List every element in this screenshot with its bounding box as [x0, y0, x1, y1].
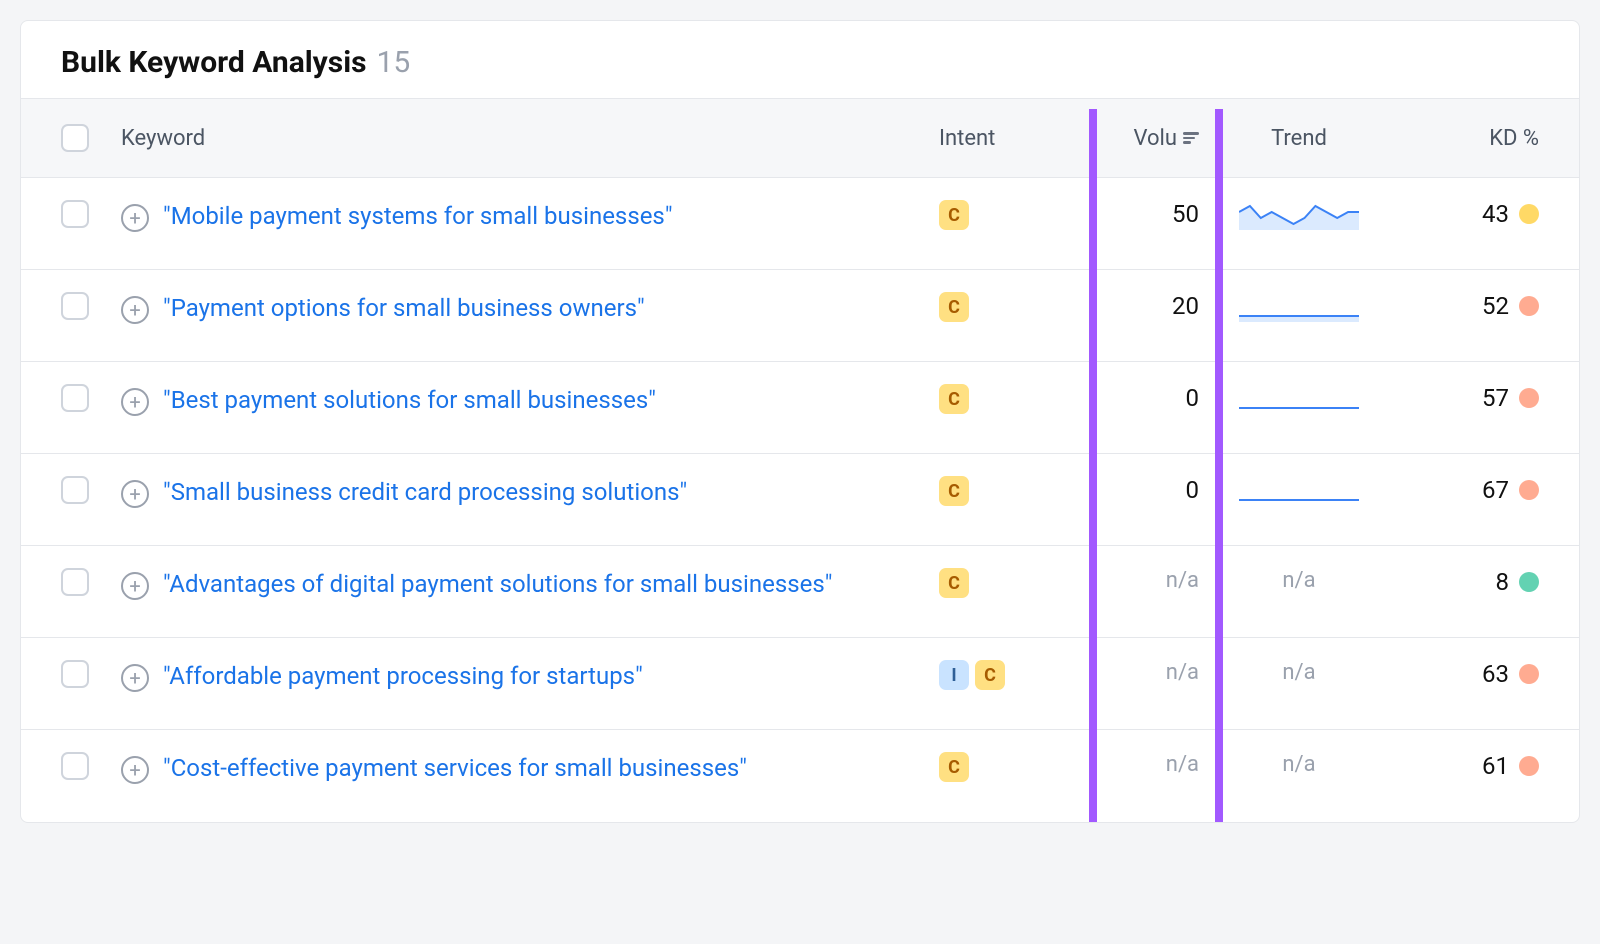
keyword-link[interactable]: "Mobile payment systems for small busine… — [163, 200, 673, 232]
table-header: Keyword Intent Volu Trend KD % — [21, 98, 1579, 178]
table-row: + "Mobile payment systems for small busin… — [21, 178, 1579, 270]
kd-difficulty-dot — [1519, 388, 1539, 408]
intent-badge-c: C — [939, 752, 969, 782]
select-all-checkbox[interactable] — [61, 124, 89, 152]
row-checkbox[interactable] — [61, 200, 89, 228]
expand-icon[interactable]: + — [121, 388, 149, 416]
expand-icon[interactable]: + — [121, 664, 149, 692]
kd-difficulty-dot — [1519, 664, 1539, 684]
trend-sparkline — [1239, 200, 1359, 236]
kd-difficulty-dot — [1519, 756, 1539, 776]
keyword-link[interactable]: "Advantages of digital payment solutions… — [163, 568, 832, 600]
kd-value: 57 — [1482, 384, 1509, 412]
expand-icon[interactable]: + — [121, 480, 149, 508]
expand-icon[interactable]: + — [121, 204, 149, 232]
volume-value: 20 — [1172, 292, 1199, 320]
expand-icon[interactable]: + — [121, 296, 149, 324]
trend-sparkline — [1239, 384, 1359, 420]
row-checkbox[interactable] — [61, 660, 89, 688]
trend-na: n/a — [1282, 660, 1315, 685]
volume-value: n/a — [1166, 568, 1199, 593]
col-header-keyword[interactable]: Keyword — [121, 126, 205, 151]
intent-badge-c: C — [939, 568, 969, 598]
trend-na: n/a — [1282, 568, 1315, 593]
table-row: + "Best payment solutions for small busin… — [21, 362, 1579, 454]
kd-difficulty-dot — [1519, 572, 1539, 592]
table-row: + "Affordable payment processing for star… — [21, 638, 1579, 730]
trend-na: n/a — [1282, 752, 1315, 777]
trend-sparkline — [1239, 292, 1359, 328]
keyword-link[interactable]: "Cost-effective payment services for sma… — [163, 752, 747, 784]
kd-value: 67 — [1482, 476, 1509, 504]
expand-icon[interactable]: + — [121, 756, 149, 784]
col-header-trend[interactable]: Trend — [1271, 126, 1327, 151]
kd-value: 43 — [1482, 200, 1509, 228]
col-header-kd[interactable]: KD % — [1489, 126, 1539, 151]
col-header-intent[interactable]: Intent — [939, 126, 995, 151]
keyword-link[interactable]: "Small business credit card processing s… — [163, 476, 687, 508]
sort-desc-icon — [1183, 132, 1199, 144]
kd-value: 52 — [1482, 292, 1509, 320]
table-row: + "Small business credit card processing … — [21, 454, 1579, 546]
keyword-link[interactable]: "Best payment solutions for small busine… — [163, 384, 656, 416]
keyword-analysis-panel: Bulk Keyword Analysis 15 Keyword Intent … — [20, 20, 1580, 823]
volume-value: 0 — [1186, 476, 1200, 504]
expand-icon[interactable]: + — [121, 572, 149, 600]
intent-badge-c: C — [939, 200, 969, 230]
row-checkbox[interactable] — [61, 476, 89, 504]
table-row: + "Cost-effective payment services for sm… — [21, 730, 1579, 822]
kd-difficulty-dot — [1519, 204, 1539, 224]
panel-title-row: Bulk Keyword Analysis 15 — [21, 21, 1579, 98]
intent-badge-c: C — [939, 292, 969, 322]
table-row: + "Payment options for small business own… — [21, 270, 1579, 362]
intent-badge-c: C — [939, 476, 969, 506]
volume-value: 0 — [1186, 384, 1200, 412]
row-checkbox[interactable] — [61, 568, 89, 596]
table-body: + "Mobile payment systems for small busin… — [21, 178, 1579, 822]
keyword-link[interactable]: "Payment options for small business owne… — [163, 292, 645, 324]
kd-value: 8 — [1496, 568, 1510, 596]
kd-difficulty-dot — [1519, 296, 1539, 316]
intent-badge-c: C — [939, 384, 969, 414]
kd-difficulty-dot — [1519, 480, 1539, 500]
intent-badge-i: I — [939, 660, 969, 690]
row-checkbox[interactable] — [61, 752, 89, 780]
row-checkbox[interactable] — [61, 292, 89, 320]
volume-value: n/a — [1166, 752, 1199, 777]
table-row: + "Advantages of digital payment solution… — [21, 546, 1579, 638]
trend-sparkline — [1239, 476, 1359, 512]
intent-badge-c: C — [975, 660, 1005, 690]
volume-value: 50 — [1172, 200, 1199, 228]
kd-value: 61 — [1482, 752, 1509, 780]
keyword-link[interactable]: "Affordable payment processing for start… — [163, 660, 643, 692]
row-checkbox[interactable] — [61, 384, 89, 412]
col-header-volume[interactable]: Volu — [1133, 126, 1177, 151]
kd-value: 63 — [1482, 660, 1509, 688]
panel-count: 15 — [377, 45, 411, 80]
panel-title: Bulk Keyword Analysis — [61, 45, 367, 80]
volume-value: n/a — [1166, 660, 1199, 685]
